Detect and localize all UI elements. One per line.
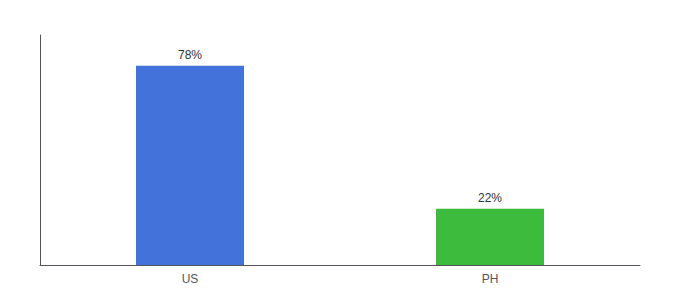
svg-text:PH: PH <box>482 272 499 286</box>
svg-text:78%: 78% <box>178 48 202 62</box>
svg-text:US: US <box>182 272 199 286</box>
svg-text:22%: 22% <box>478 191 502 205</box>
